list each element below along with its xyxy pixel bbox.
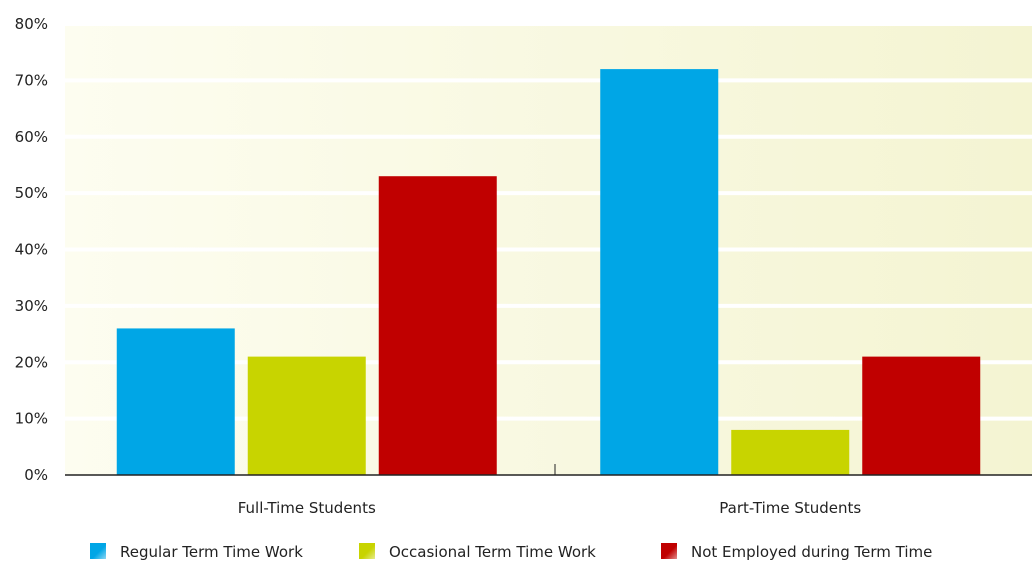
y-tick-label: 40% bbox=[15, 241, 48, 259]
y-tick-label: 60% bbox=[15, 128, 48, 146]
y-tick-label: 80% bbox=[15, 15, 48, 33]
y-tick-label: 10% bbox=[15, 410, 48, 428]
bar bbox=[116, 328, 235, 475]
legend-label: Regular Term Time Work bbox=[120, 543, 303, 561]
legend-swatch-shade bbox=[359, 543, 375, 559]
y-tick-label: 20% bbox=[15, 353, 48, 371]
legend-swatch-shade bbox=[90, 543, 106, 559]
legend-item: Occasional Term Time Work bbox=[359, 543, 596, 561]
bar bbox=[600, 69, 719, 475]
bar bbox=[247, 356, 366, 475]
y-tick-label: 50% bbox=[15, 184, 48, 202]
x-category-label: Part-Time Students bbox=[719, 499, 861, 517]
y-tick-label: 0% bbox=[24, 466, 48, 484]
x-category-label: Full-Time Students bbox=[238, 499, 376, 517]
legend-label: Occasional Term Time Work bbox=[389, 543, 596, 561]
y-tick-label: 70% bbox=[15, 71, 48, 89]
legend: Regular Term Time Work Occasional Term Ti… bbox=[90, 543, 932, 561]
bar bbox=[731, 429, 850, 475]
legend-swatch-shade bbox=[661, 543, 677, 559]
y-tick-label: 30% bbox=[15, 297, 48, 315]
x-axis: Full-Time Students Part-Time Students bbox=[238, 499, 862, 517]
bar bbox=[378, 176, 497, 475]
bar bbox=[862, 356, 981, 475]
y-axis: 0% 10% 20% 30% 40% 50% 60% 70% 80% bbox=[15, 15, 48, 484]
legend-item: Regular Term Time Work bbox=[90, 543, 303, 561]
bars bbox=[116, 69, 981, 475]
legend-label: Not Employed during Term Time bbox=[691, 543, 932, 561]
legend-item: Not Employed during Term Time bbox=[661, 543, 932, 561]
